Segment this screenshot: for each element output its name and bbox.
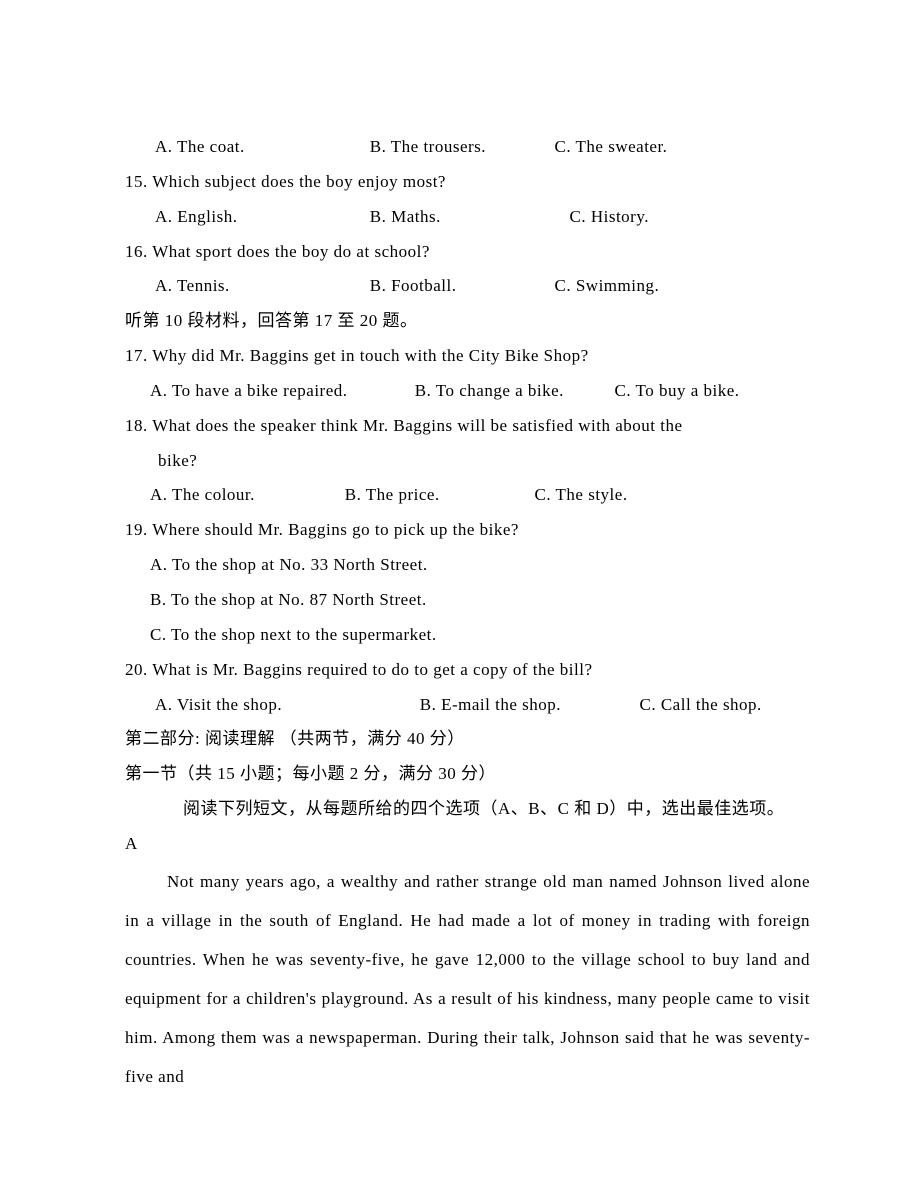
q15-options: A. English. B. Maths. C. History. <box>125 200 810 235</box>
q17-options: A. To have a bike repaired. B. To change… <box>125 374 810 409</box>
q18-option-c: C. The style. <box>535 478 628 513</box>
q14-option-b: B. The trousers. <box>370 130 550 165</box>
q14-option-a: A. The coat. <box>155 130 365 165</box>
q19-text: 19. Where should Mr. Baggins go to pick … <box>125 513 810 548</box>
q16-options: A. Tennis. B. Football. C. Swimming. <box>125 269 810 304</box>
q18-option-a: A. The colour. <box>150 478 340 513</box>
q17-option-c: C. To buy a bike. <box>615 374 740 409</box>
q16-text: 16. What sport does the boy do at school… <box>125 235 810 270</box>
q15-text: 15. Which subject does the boy enjoy mos… <box>125 165 810 200</box>
q18-text2: bike? <box>125 444 810 479</box>
q16-option-a: A. Tennis. <box>155 269 365 304</box>
q16-option-c: C. Swimming. <box>555 269 660 304</box>
q14-options: A. The coat. B. The trousers. C. The swe… <box>125 130 810 165</box>
q20-option-b: B. E-mail the shop. <box>420 688 635 723</box>
part2-header: 第二部分: 阅读理解 （共两节，满分 40 分） <box>125 722 810 757</box>
q15-option-a: A. English. <box>155 200 365 235</box>
part2-instr: 阅读下列短文，从每题所给的四个选项（A、B、C 和 D）中，选出最佳选项。 <box>125 792 810 827</box>
q18-text1: 18. What does the speaker think Mr. Bagg… <box>125 409 810 444</box>
passage-a-body: Not many years ago, a wealthy and rather… <box>125 862 810 1097</box>
q19-option-c: C. To the shop next to the supermarket. <box>125 618 810 653</box>
q14-option-c: C. The sweater. <box>555 130 668 165</box>
q15-option-c: C. History. <box>570 200 650 235</box>
q20-options: A. Visit the shop. B. E-mail the shop. C… <box>125 688 810 723</box>
q20-text: 20. What is Mr. Baggins required to do t… <box>125 653 810 688</box>
q20-option-a: A. Visit the shop. <box>155 688 415 723</box>
q17-option-b: B. To change a bike. <box>415 374 610 409</box>
q16-option-b: B. Football. <box>370 269 550 304</box>
q17-option-a: A. To have a bike repaired. <box>150 374 410 409</box>
part2-sub: 第一节（共 15 小题；每小题 2 分，满分 30 分） <box>125 757 810 792</box>
instr10: 听第 10 段材料，回答第 17 至 20 题。 <box>125 304 810 339</box>
passage-a-label: A <box>125 827 810 862</box>
q19-option-b: B. To the shop at No. 87 North Street. <box>125 583 810 618</box>
q18-option-b: B. The price. <box>345 478 530 513</box>
q20-option-c: C. Call the shop. <box>640 688 762 723</box>
q18-options: A. The colour. B. The price. C. The styl… <box>125 478 810 513</box>
q17-text: 17. Why did Mr. Baggins get in touch wit… <box>125 339 810 374</box>
q19-option-a: A. To the shop at No. 33 North Street. <box>125 548 810 583</box>
q15-option-b: B. Maths. <box>370 200 565 235</box>
passage-a-text: Not many years ago, a wealthy and rather… <box>125 862 810 1097</box>
